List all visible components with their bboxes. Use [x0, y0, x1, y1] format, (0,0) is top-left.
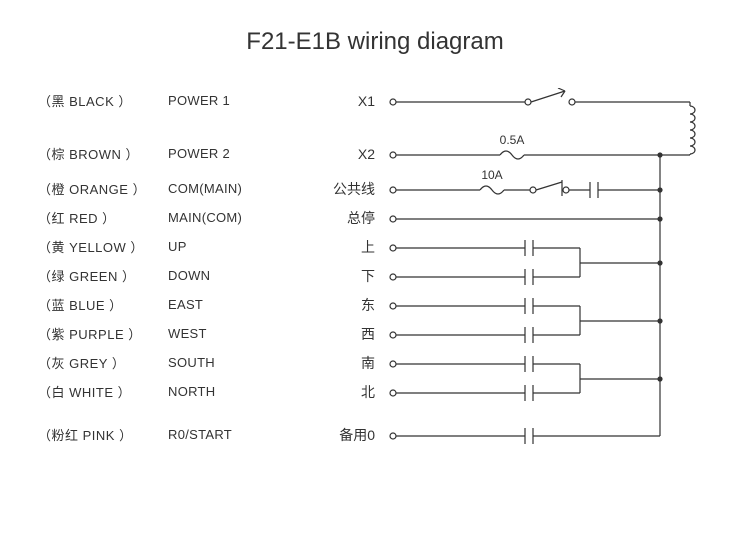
- diagram-title: F21-E1B wiring diagram: [0, 0, 750, 86]
- wire-function: COM(MAIN): [168, 181, 298, 196]
- wire-color: （棕 BROWN ）: [38, 144, 168, 163]
- wire-function: UP: [168, 239, 298, 254]
- wire-color: （灰 GREY ）: [38, 353, 168, 372]
- wire-color: （黑 BLACK ）: [38, 91, 168, 110]
- wire-terminal: 下: [298, 266, 383, 286]
- wire-function: DOWN: [168, 268, 298, 283]
- wire-function: POWER 1: [168, 93, 298, 108]
- wire-color: （红 RED ）: [38, 208, 168, 227]
- wire-color: （白 WHITE ）: [38, 382, 168, 401]
- wire-function: WEST: [168, 326, 298, 341]
- wire-terminal: X2: [298, 146, 383, 162]
- wire-color: （橙 ORANGE ）: [38, 179, 168, 198]
- fuse-label-com: 10A: [481, 168, 502, 182]
- wire-color: （绿 GREEN ）: [38, 266, 168, 285]
- wire-terminal: 公共线: [298, 179, 383, 199]
- wire-function: NORTH: [168, 384, 298, 399]
- wire-terminal: 北: [298, 382, 383, 402]
- wire-color: （黄 YELLOW ）: [38, 237, 168, 256]
- wire-function: MAIN(COM): [168, 210, 298, 225]
- wire-terminal: 东: [298, 295, 383, 315]
- wire-function: SOUTH: [168, 355, 298, 370]
- wire-terminal: 总停: [298, 208, 383, 228]
- wire-terminal: 南: [298, 353, 383, 373]
- wire-color: （粉红 PINK ）: [38, 425, 168, 444]
- circuit-diagram: 0.5A 10A: [380, 88, 740, 528]
- wire-terminal: 备用0: [298, 425, 383, 445]
- wire-terminal: X1: [298, 93, 383, 109]
- wire-color: （紫 PURPLE ）: [38, 324, 168, 343]
- wire-function: POWER 2: [168, 146, 298, 161]
- wire-terminal: 上: [298, 237, 383, 257]
- wire-function: R0/START: [168, 427, 298, 442]
- wire-color: （蓝 BLUE ）: [38, 295, 168, 314]
- wire-terminal: 西: [298, 324, 383, 344]
- fuse-label-x2: 0.5A: [500, 133, 525, 147]
- wire-function: EAST: [168, 297, 298, 312]
